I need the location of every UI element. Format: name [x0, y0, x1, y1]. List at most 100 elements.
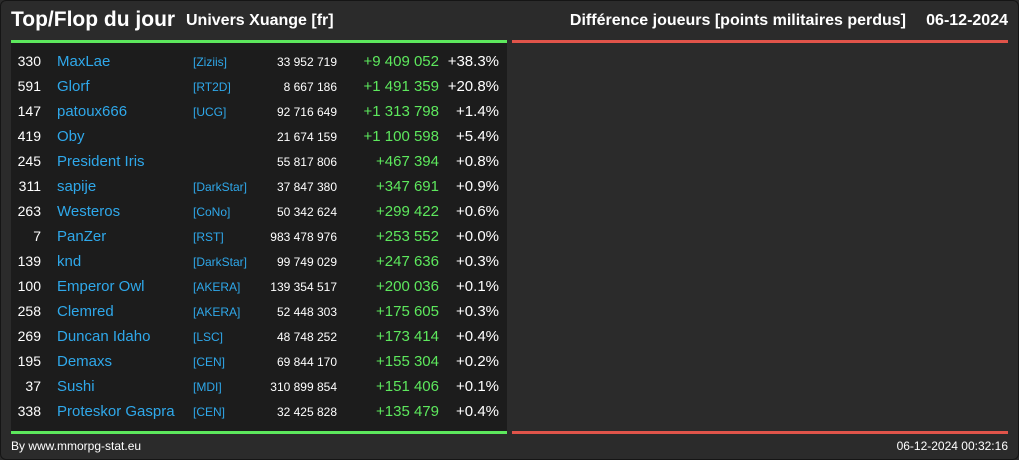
percent-cell: +0.3% [456, 303, 499, 320]
difference-cell: +347 691 [376, 178, 439, 195]
alliance-tag-link[interactable]: [LSC] [193, 330, 224, 344]
percent-cell: +1.4% [456, 103, 499, 120]
difference-cell: +135 479 [376, 403, 439, 420]
alliance-tag-link[interactable]: [CoNo] [193, 205, 231, 219]
rank-cell: 258 [17, 303, 41, 319]
difference-cell: +1 313 798 [363, 103, 440, 120]
difference-cell: +253 552 [376, 228, 439, 245]
player-name-link[interactable]: Clemred [57, 303, 114, 320]
top-players-panel: 330 MaxLae [Ziziis] 33 952 719 +9 409 052 +38… [11, 40, 507, 434]
page-title: Top/Flop du jour [11, 8, 176, 31]
difference-cell: +1 100 598 [363, 128, 440, 145]
player-name-link[interactable]: MaxLae [57, 53, 111, 70]
alliance-tag-link[interactable]: [CEN] [193, 355, 226, 369]
table-row: 269 Duncan Idaho [LSC] 48 748 252 +173 414 +0… [11, 326, 507, 351]
table-row: 7 PanZer [RST] 983 478 976 +253 552 +0.0% [11, 226, 507, 251]
table-row: 195 Demaxs [CEN] 69 844 170 +155 304 +0.2% [11, 351, 507, 376]
rank-cell: 100 [17, 278, 41, 294]
player-name-link[interactable]: patoux666 [57, 103, 128, 120]
player-name-link[interactable]: Glorf [57, 78, 90, 95]
ranking-subtitle: Différence joueurs [points militaires pe… [569, 12, 906, 29]
rank-cell: 269 [17, 328, 41, 344]
percent-cell: +0.0% [456, 228, 499, 245]
player-name-link[interactable]: sapije [57, 178, 97, 195]
table-row: 245 President Iris 55 817 806 +467 394 +0.8% [11, 151, 507, 176]
difference-cell: +299 422 [376, 203, 439, 220]
points-cell: 310 899 854 [270, 380, 337, 394]
alliance-tag-link[interactable]: [AKERA] [193, 305, 241, 319]
player-name-link[interactable]: Sushi [57, 378, 95, 395]
table-row: 100 Emperor Owl [AKERA] 139 354 517 +200 036… [11, 276, 507, 301]
alliance-tag-link[interactable]: [CEN] [193, 405, 226, 419]
points-cell: 50 342 624 [276, 205, 337, 219]
percent-cell: +0.2% [456, 353, 499, 370]
rank-cell: 311 [18, 178, 41, 194]
player-name-link[interactable]: Oby [57, 128, 85, 145]
table-row: 147 patoux666 [UCG] 92 716 649 +1 313 798 +1.… [11, 101, 507, 126]
percent-cell: +0.3% [456, 253, 499, 270]
alliance-tag-link[interactable]: [DarkStar] [193, 255, 248, 269]
table-row: 591 Glorf [RT2D] 8 667 186 +1 491 359 +20.8% [11, 76, 507, 101]
credit-text[interactable]: By www.mmorpg-stat.eu [11, 439, 142, 453]
flop-players-panel [512, 40, 1008, 434]
player-name-link[interactable]: knd [57, 253, 82, 270]
table-row: 263 Westeros [CoNo] 50 342 624 +299 422 +0.6% [11, 201, 507, 226]
percent-cell: +0.4% [456, 328, 499, 345]
rank-cell: 338 [17, 403, 41, 419]
player-name-link[interactable]: Duncan Idaho [57, 328, 151, 345]
player-name-link[interactable]: Demaxs [57, 353, 113, 370]
points-cell: 48 748 252 [276, 330, 337, 344]
difference-cell: +173 414 [376, 328, 439, 345]
table-row: 311 sapije [DarkStar] 37 847 380 +347 691 +0.… [11, 176, 507, 201]
rank-cell: 591 [17, 78, 41, 94]
footer-timestamp: 06-12-2024 00:32:16 [896, 439, 1008, 453]
points-cell: 983 478 976 [270, 230, 337, 244]
points-cell: 8 667 186 [283, 80, 337, 94]
points-cell: 55 817 806 [276, 155, 337, 169]
points-cell: 52 448 303 [276, 305, 337, 319]
alliance-tag-link[interactable]: [AKERA] [193, 280, 241, 294]
difference-cell: +155 304 [376, 353, 439, 370]
percent-cell: +38.3% [447, 53, 499, 70]
table-row: 258 Clemred [AKERA] 52 448 303 +175 605 +0.3% [11, 301, 507, 326]
points-cell: 37 847 380 [276, 180, 337, 194]
alliance-tag-link[interactable]: [UCG] [193, 105, 227, 119]
percent-cell: +0.4% [456, 403, 499, 420]
points-cell: 32 425 828 [276, 405, 337, 419]
points-cell: 99 749 029 [276, 255, 337, 269]
difference-cell: +1 491 359 [363, 78, 440, 95]
alliance-tag-link[interactable]: [DarkStar] [193, 180, 248, 194]
table-row: 330 MaxLae [Ziziis] 33 952 719 +9 409 052 +38… [11, 51, 507, 76]
player-name-link[interactable]: Emperor Owl [57, 278, 145, 295]
rank-cell: 7 [33, 228, 41, 244]
points-cell: 139 354 517 [270, 280, 337, 294]
alliance-tag-link[interactable]: [RT2D] [193, 80, 231, 94]
difference-cell: +151 406 [376, 378, 439, 395]
table-row: 338 Proteskor Gaspra [CEN] 32 425 828 +135 4… [11, 401, 507, 426]
rank-cell: 147 [17, 103, 41, 119]
header-date: 06-12-2024 [926, 12, 1008, 29]
player-name-link[interactable]: President Iris [57, 153, 145, 170]
alliance-tag-link[interactable]: [RST] [193, 230, 224, 244]
table-row: 139 knd [DarkStar] 99 749 029 +247 636 +0.3% [11, 251, 507, 276]
rank-cell: 139 [17, 253, 41, 269]
top-players-list: 330 MaxLae [Ziziis] 33 952 719 +9 409 052 +38… [11, 51, 507, 426]
table-row: 37 Sushi [MDI] 310 899 854 +151 406 +0.1% [11, 376, 507, 401]
difference-cell: +200 036 [376, 278, 439, 295]
percent-cell: +0.8% [456, 153, 499, 170]
header: Top/Flop du jour Univers Xuange [fr] Dif… [11, 8, 1008, 36]
percent-cell: +0.9% [456, 178, 499, 195]
player-name-link[interactable]: PanZer [57, 228, 107, 245]
points-cell: 69 844 170 [276, 355, 337, 369]
rank-cell: 245 [17, 153, 41, 169]
percent-cell: +5.4% [456, 128, 499, 145]
percent-cell: +0.1% [456, 378, 499, 395]
universe-label: Univers Xuange [fr] [186, 12, 334, 29]
player-name-link[interactable]: Proteskor Gaspra [57, 403, 175, 420]
alliance-tag-link[interactable]: [MDI] [193, 380, 222, 394]
rank-cell: 263 [17, 203, 41, 219]
points-cell: 92 716 649 [276, 105, 337, 119]
difference-cell: +175 605 [376, 303, 439, 320]
alliance-tag-link[interactable]: [Ziziis] [193, 55, 227, 69]
player-name-link[interactable]: Westeros [57, 203, 121, 220]
